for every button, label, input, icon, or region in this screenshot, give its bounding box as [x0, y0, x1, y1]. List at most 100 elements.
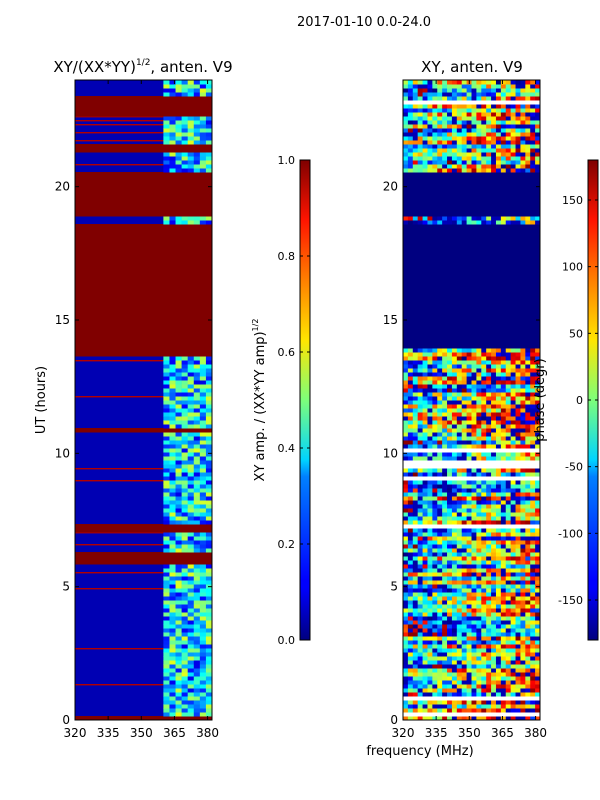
heatmap-cell — [205, 220, 213, 225]
heatmap-cell — [486, 108, 492, 113]
heatmap-cell — [481, 572, 487, 577]
heatmap-cell — [193, 156, 201, 161]
heatmap-cell — [510, 592, 516, 597]
heatmap-cell — [471, 120, 477, 125]
heatmap-cell — [199, 684, 207, 689]
heatmap-cell — [193, 464, 201, 469]
heatmap-cell — [500, 96, 507, 101]
heatmap-cell — [520, 500, 526, 505]
heatmap-cell — [437, 704, 443, 709]
heatmap-cell — [481, 372, 487, 377]
heatmap-cell — [427, 684, 433, 689]
heatmap-cell — [520, 548, 526, 553]
heatmap-cell — [75, 208, 212, 213]
heatmap-cell — [403, 276, 540, 281]
heatmap-cell — [187, 424, 195, 429]
heatmap-cell — [169, 456, 176, 461]
heatmap-cell — [491, 420, 497, 425]
heatmap-cell — [451, 604, 458, 609]
heatmap-gap — [403, 476, 540, 481]
heatmap-cell — [187, 680, 195, 685]
heatmap-cell — [422, 444, 428, 449]
heatmap-cell — [403, 244, 540, 249]
heatmap-cell — [535, 168, 541, 173]
heatmap-cell — [515, 700, 521, 705]
heatmap-cell — [437, 416, 443, 421]
heatmap-cell — [422, 216, 428, 221]
heatmap-cell — [535, 488, 541, 493]
heatmap-cell — [205, 360, 213, 365]
heatmap-cell — [432, 144, 438, 149]
heatmap-cell — [417, 400, 423, 405]
heatmap-cell — [175, 684, 182, 689]
heatmap-cell — [187, 124, 195, 129]
heatmap-cell — [199, 532, 207, 537]
heatmap-cell — [476, 592, 482, 597]
heatmap-cell — [193, 448, 201, 453]
heatmap-cell — [175, 532, 182, 537]
heatmap-cell — [495, 532, 502, 537]
heatmap-cell — [491, 716, 497, 721]
heatmap-cell — [510, 700, 516, 705]
heatmap-cell — [530, 676, 536, 681]
heatmap-cell — [169, 656, 176, 661]
heatmap-cell — [481, 612, 487, 617]
heatmap-cell — [407, 356, 414, 361]
heatmap-cell — [75, 524, 212, 529]
heatmap-cell — [466, 700, 472, 705]
heatmap-cell — [437, 372, 443, 377]
heatmap-cell — [422, 436, 428, 441]
heatmap-cell — [515, 708, 521, 713]
heatmap-cell — [451, 632, 458, 637]
heatmap-cell — [471, 348, 477, 353]
heatmap-cell — [500, 508, 507, 513]
heatmap-cell — [447, 640, 453, 645]
heatmap-cell — [495, 440, 502, 445]
heatmap-cell — [520, 708, 526, 713]
heatmap-cell — [181, 544, 188, 549]
heatmap-cell — [422, 148, 428, 153]
heatmap-cell — [481, 692, 487, 697]
heatmap-cell — [530, 216, 536, 221]
heatmap-cell — [432, 600, 438, 605]
heatmap-cell — [193, 392, 201, 397]
heatmap-cell — [442, 420, 448, 425]
heatmap-cell — [481, 652, 487, 657]
heatmap-cell — [403, 588, 409, 593]
heatmap-cell — [451, 364, 458, 369]
heatmap-cell — [535, 568, 541, 573]
heatmap-cell — [486, 540, 492, 545]
heatmap-cell — [476, 596, 482, 601]
heatmap-cell — [432, 660, 438, 665]
heatmap-cell — [205, 436, 213, 441]
heatmap-cell — [486, 572, 492, 577]
heatmap-cell — [471, 616, 477, 621]
heatmap-cell — [510, 632, 516, 637]
heatmap-cell — [505, 372, 512, 377]
heatmap-cell — [535, 600, 541, 605]
heatmap-cell — [491, 536, 497, 541]
heatmap-cell — [412, 496, 419, 501]
heatmap-cell — [412, 412, 419, 417]
heatmap-cell — [407, 408, 414, 413]
heatmap-cell — [515, 372, 521, 377]
heatmap-cell — [520, 536, 526, 541]
heatmap-cell — [199, 712, 207, 717]
heatmap-cell — [515, 552, 521, 557]
heatmap-cell — [432, 536, 438, 541]
heatmap-cell — [451, 452, 458, 457]
heatmap-cell — [486, 80, 492, 85]
heatmap-cell — [181, 700, 188, 705]
heatmap-cell — [412, 628, 419, 633]
heatmap-cell — [535, 716, 541, 721]
heatmap-cell — [75, 204, 212, 209]
heatmap-cell — [169, 480, 176, 485]
heatmap-cell — [437, 588, 443, 593]
heatmap-cell — [495, 504, 502, 509]
heatmap-cell — [417, 664, 423, 669]
heatmap-cell — [510, 216, 516, 221]
heatmap-cell — [432, 544, 438, 549]
heatmap-cell — [422, 140, 428, 145]
heatmap-cell — [456, 572, 463, 577]
heatmap-cell — [187, 572, 195, 577]
